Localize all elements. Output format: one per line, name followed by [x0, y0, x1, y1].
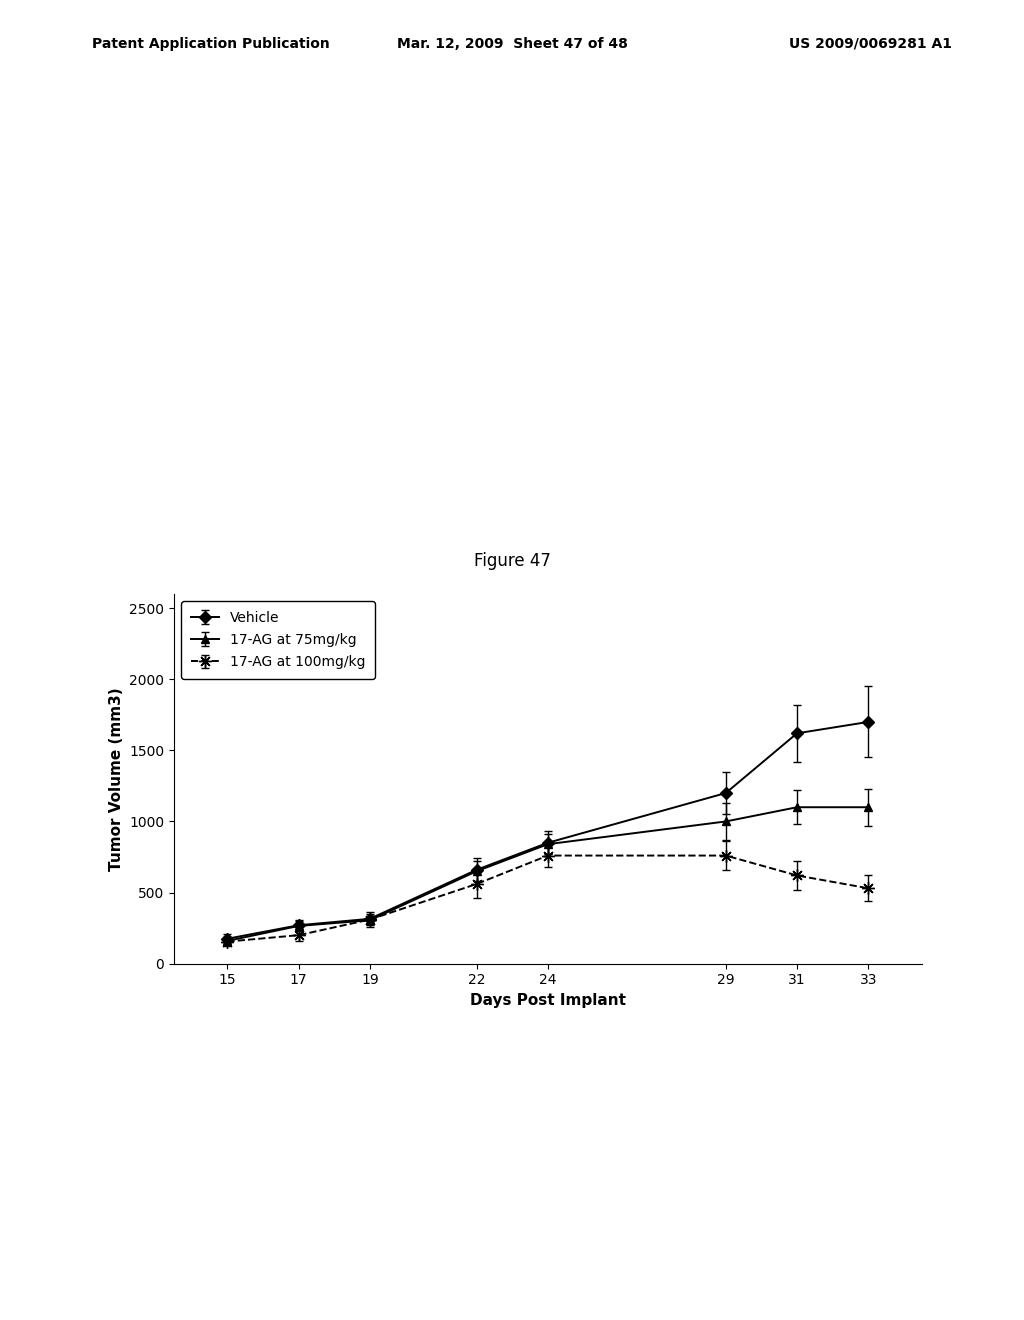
Text: US 2009/0069281 A1: US 2009/0069281 A1: [790, 37, 952, 51]
Y-axis label: Tumor Volume (mm3): Tumor Volume (mm3): [109, 686, 124, 871]
Text: Patent Application Publication: Patent Application Publication: [92, 37, 330, 51]
Legend: Vehicle, 17-AG at 75mg/kg, 17-AG at 100mg/kg: Vehicle, 17-AG at 75mg/kg, 17-AG at 100m…: [181, 601, 375, 678]
Text: Figure 47: Figure 47: [473, 552, 551, 570]
X-axis label: Days Post Implant: Days Post Implant: [470, 993, 626, 1008]
Text: Mar. 12, 2009  Sheet 47 of 48: Mar. 12, 2009 Sheet 47 of 48: [396, 37, 628, 51]
